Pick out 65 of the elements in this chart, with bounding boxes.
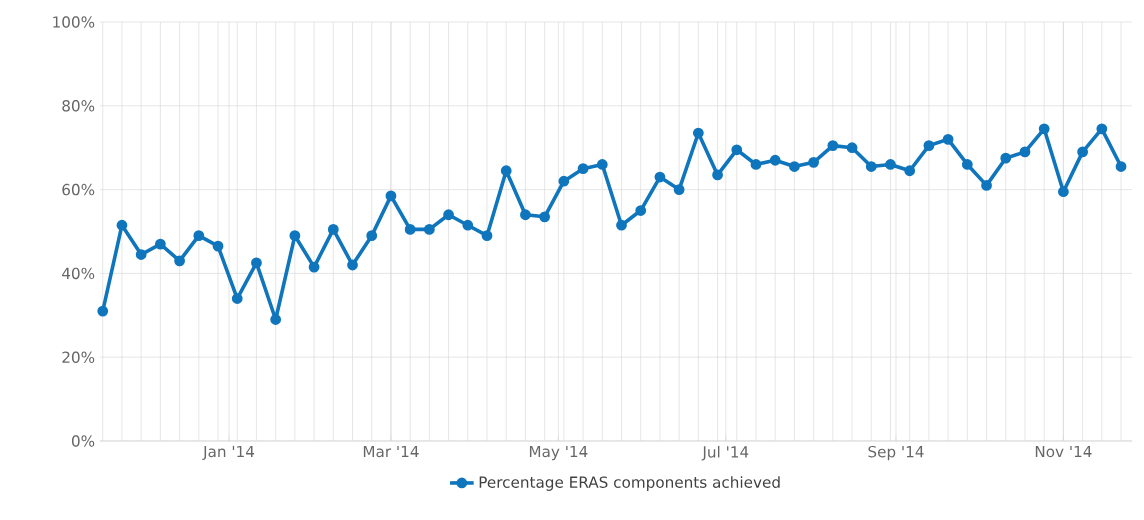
x-tick-label: Jul '14 <box>701 445 749 461</box>
y-tick-label: 0% <box>71 435 95 447</box>
point <box>385 190 397 202</box>
point <box>904 165 916 177</box>
point <box>865 161 877 172</box>
point <box>1115 161 1127 172</box>
point <box>251 257 262 269</box>
point <box>616 219 627 231</box>
x-tick-label: Jan '14 <box>202 445 255 461</box>
point <box>789 161 800 172</box>
legend-label: Percentage ERAS components achieved <box>479 476 780 491</box>
y-tick-label: 80% <box>62 100 95 112</box>
point <box>1096 123 1108 135</box>
point <box>1058 186 1069 198</box>
point <box>1019 146 1031 158</box>
point <box>1000 152 1012 164</box>
point <box>1038 123 1050 135</box>
point <box>539 211 551 223</box>
point <box>961 159 973 170</box>
point <box>808 156 820 168</box>
y-tick-label: 40% <box>62 267 95 280</box>
y-tick-label: 20% <box>62 351 95 363</box>
point <box>520 209 531 221</box>
point <box>846 142 858 154</box>
x-tick-label: Sep '14 <box>868 445 924 461</box>
point <box>942 133 954 145</box>
point <box>116 219 128 231</box>
point <box>231 293 243 304</box>
point <box>750 159 762 170</box>
point <box>596 159 608 170</box>
point <box>654 171 666 183</box>
y-tick-label: 60% <box>62 183 95 196</box>
point <box>981 180 992 191</box>
point <box>174 255 185 267</box>
point <box>827 140 839 151</box>
x-tick-label: Nov '14 <box>1035 445 1092 458</box>
y-tick-label: 100% <box>53 16 95 28</box>
point <box>443 209 454 221</box>
point <box>327 224 339 235</box>
point <box>212 240 224 252</box>
point <box>423 224 435 235</box>
point <box>923 140 935 151</box>
point <box>97 305 109 317</box>
x-tick-label: Mar '14 <box>363 445 419 458</box>
point <box>635 205 647 216</box>
point <box>769 154 781 166</box>
point <box>366 230 378 242</box>
point <box>692 127 704 139</box>
point <box>270 314 282 325</box>
point <box>193 230 205 242</box>
point <box>462 219 474 231</box>
x-tick-label: May '14 <box>529 445 588 461</box>
point <box>347 259 358 271</box>
point <box>885 159 896 170</box>
point <box>558 175 570 187</box>
point <box>154 238 166 250</box>
point <box>673 184 685 195</box>
point <box>577 163 589 175</box>
point <box>712 169 723 181</box>
point <box>1077 146 1089 158</box>
point <box>308 261 320 273</box>
point <box>731 144 743 156</box>
point <box>481 230 493 242</box>
point <box>135 249 147 260</box>
point <box>404 224 416 235</box>
